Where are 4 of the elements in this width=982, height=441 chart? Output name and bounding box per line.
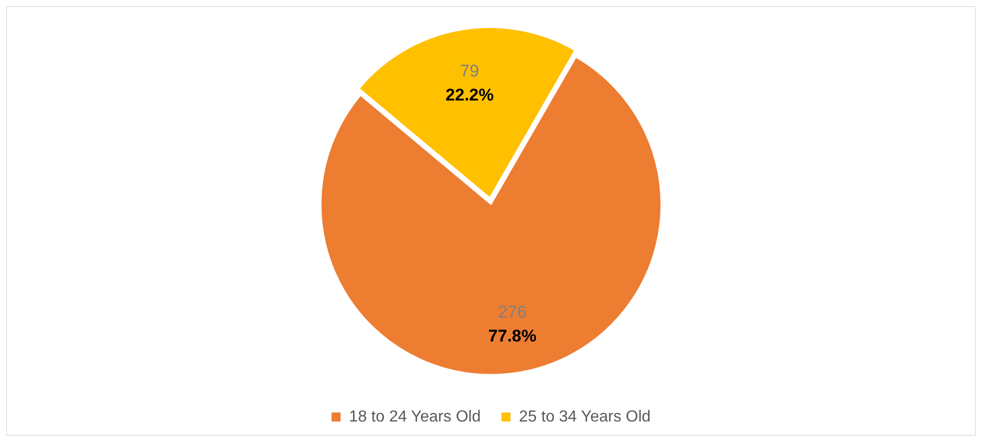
legend-label: 25 to 34 Years Old: [519, 408, 651, 426]
data-label: 79 22.2%: [446, 62, 494, 105]
data-label: 276 77.8%: [488, 302, 536, 346]
legend-label: 18 to 24 Years Old: [349, 408, 481, 426]
